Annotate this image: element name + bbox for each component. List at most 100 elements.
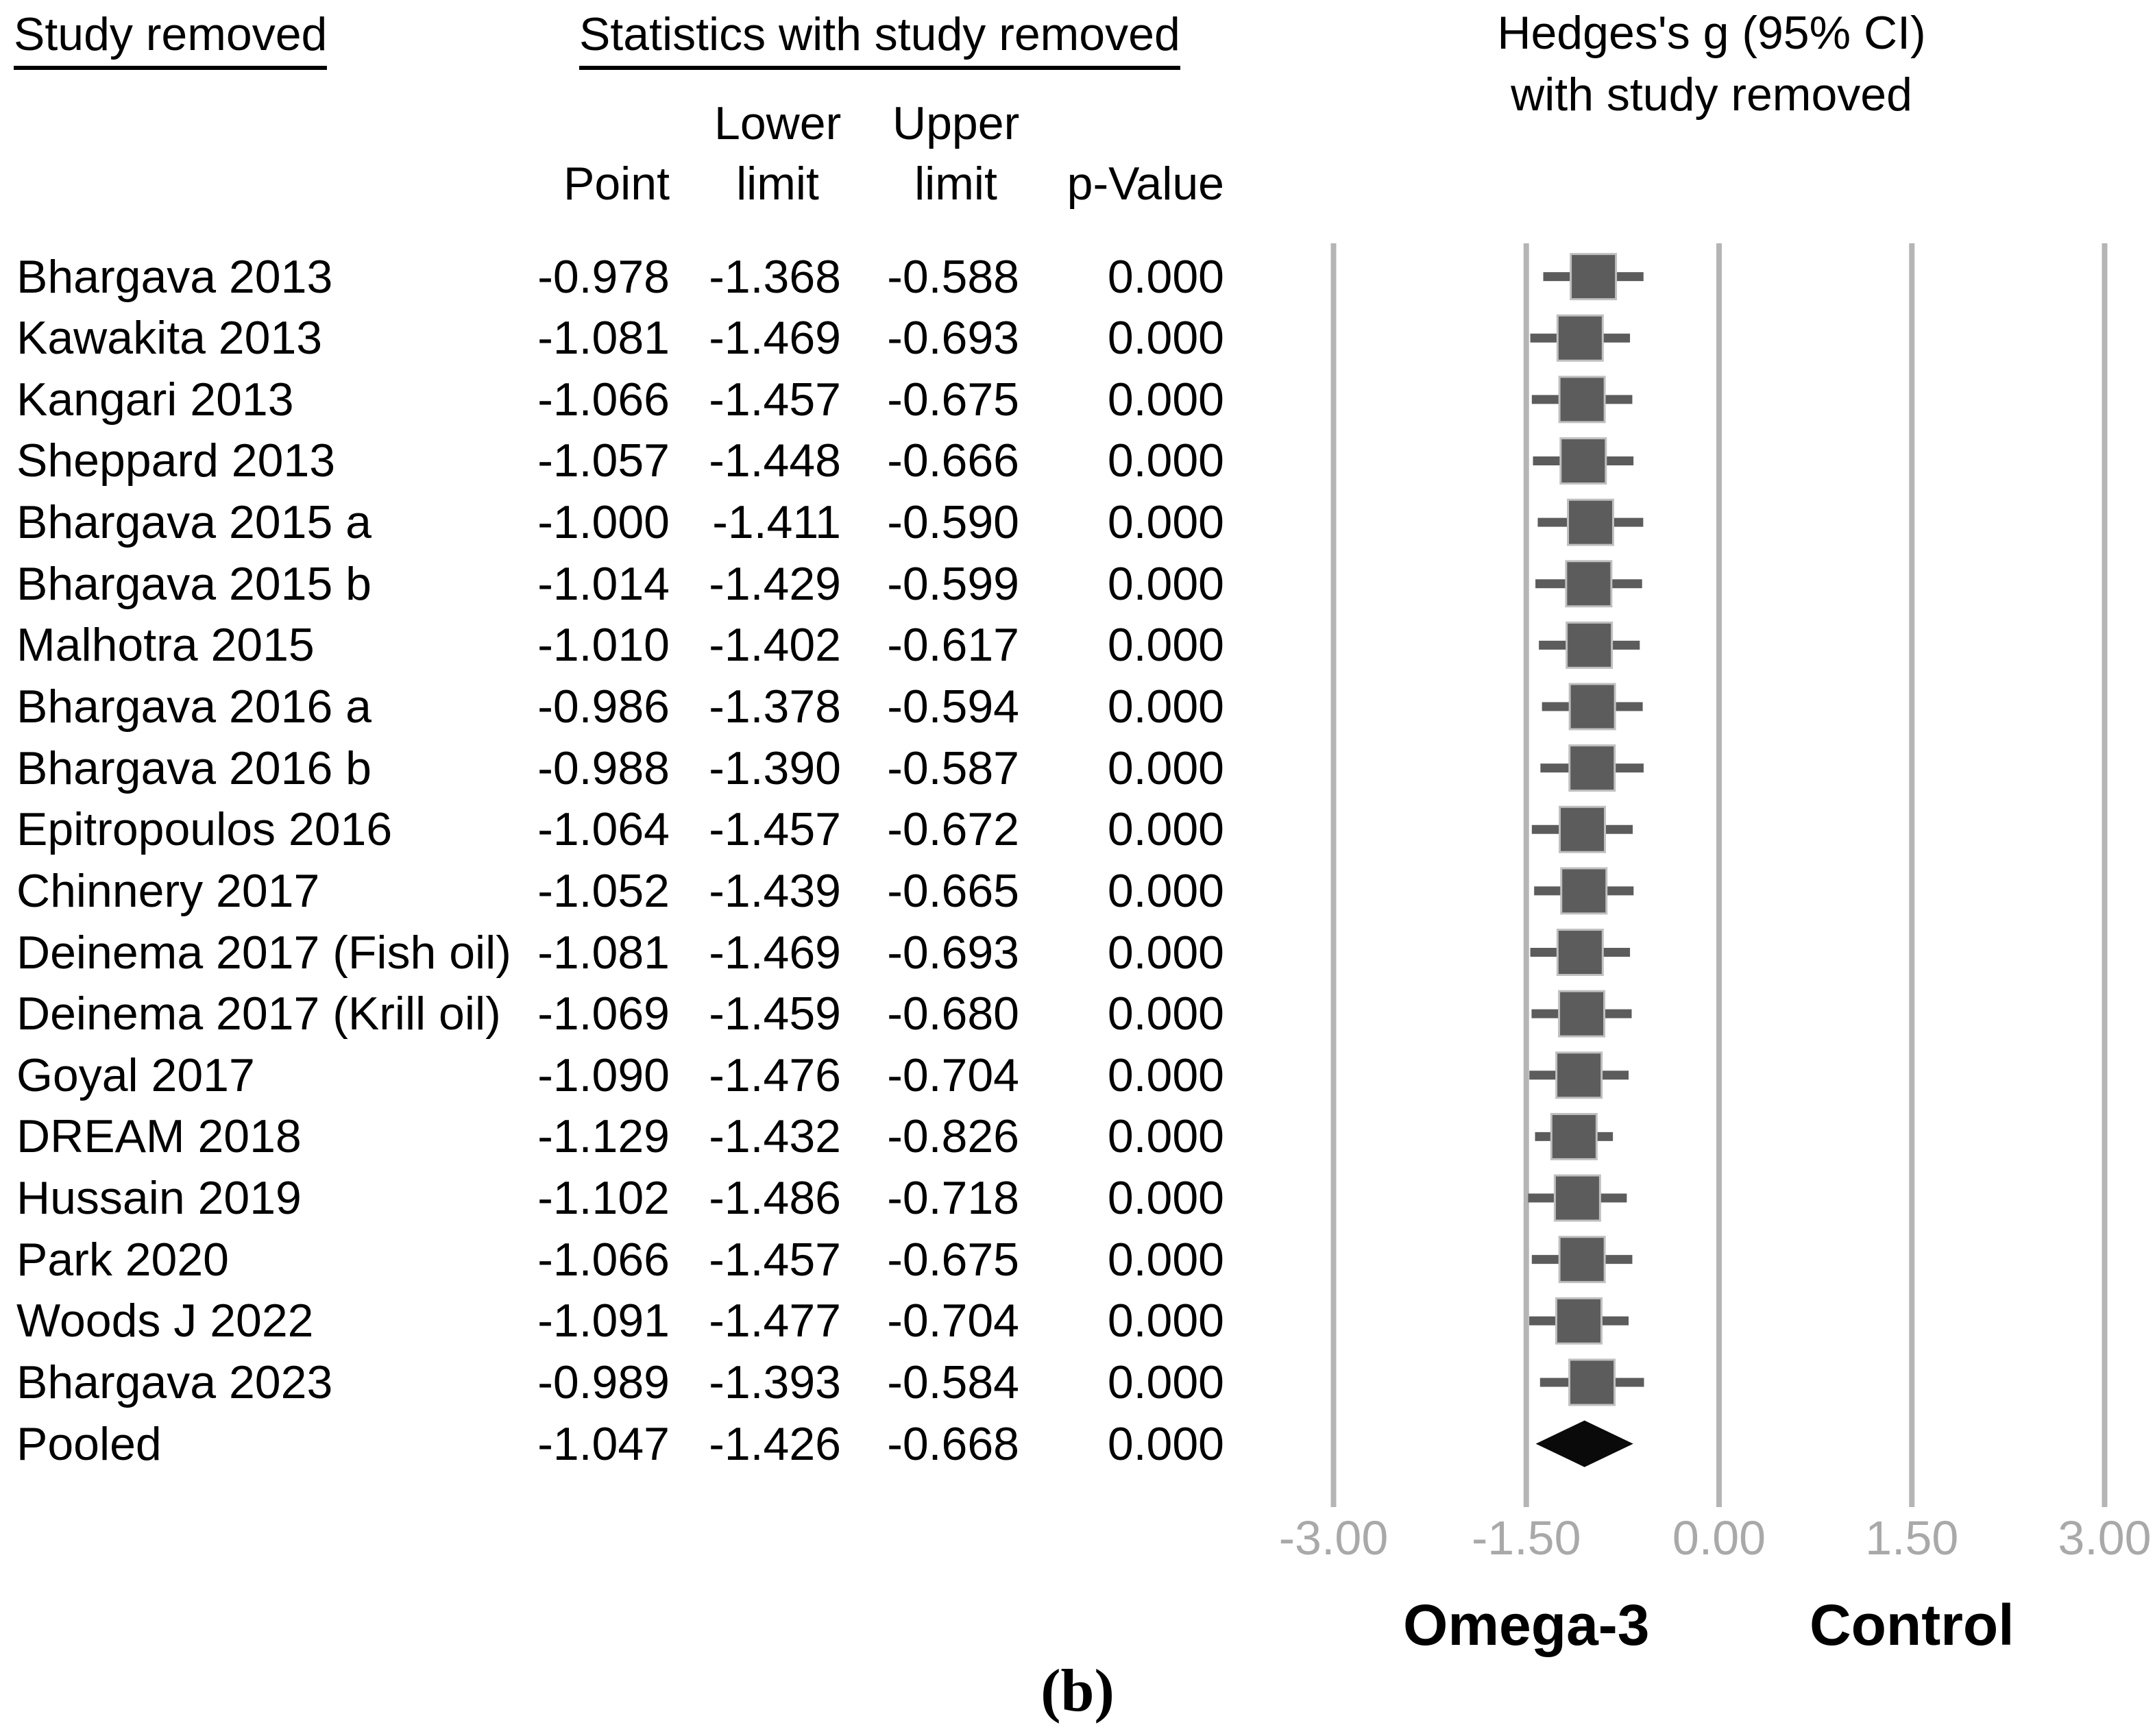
point-marker — [1559, 437, 1607, 485]
point-value: -1.014 — [537, 557, 670, 610]
plot-title-line1: Hedges's g (95% CI) — [1497, 7, 1926, 59]
column-header-pvalue: p-Value — [1067, 158, 1224, 210]
table-row: Woods J 2022 -1.091 -1.477 -0.704 0.000 — [0, 1290, 1268, 1352]
p-value: 0.000 — [1107, 1110, 1224, 1163]
study-label: Park 2020 — [16, 1233, 229, 1286]
upper-limit-value: -0.587 — [887, 742, 1019, 794]
p-value: 0.000 — [1107, 681, 1224, 733]
study-label: Deinema 2017 (Fish oil) — [16, 926, 511, 979]
study-label: Epitropoulos 2016 — [16, 803, 393, 856]
table-row: DREAM 2018 -1.129 -1.432 -0.826 0.000 — [0, 1105, 1268, 1167]
study-label: Hussain 2019 — [16, 1172, 302, 1225]
study-label: Bhargava 2015 b — [16, 557, 372, 610]
table-row: Deinema 2017 (Fish oil) -1.081 -1.469 -0.69… — [0, 922, 1268, 983]
study-removed-header: Study removed — [14, 7, 328, 70]
table-row: Kangari 2013 -1.066 -1.457 -0.675 0.000 — [0, 369, 1268, 430]
study-label: DREAM 2018 — [16, 1110, 302, 1163]
p-value: 0.000 — [1107, 864, 1224, 917]
point-value: -1.081 — [537, 312, 670, 365]
x-tick-label: 1.50 — [1865, 1511, 1958, 1565]
p-value: 0.000 — [1107, 1233, 1224, 1286]
point-value: -1.010 — [537, 619, 670, 672]
group-label-omega3: Omega-3 — [1403, 1593, 1649, 1657]
point-marker — [1556, 929, 1604, 977]
point-value: -1.066 — [537, 1233, 670, 1286]
point-marker — [1553, 1174, 1601, 1222]
point-value: -1.091 — [537, 1295, 670, 1347]
study-label: Kangari 2013 — [16, 373, 294, 426]
upper-limit-value: -0.668 — [887, 1417, 1019, 1470]
p-value: 0.000 — [1107, 557, 1224, 610]
table-row: Bhargava 2013 -0.978 -1.368 -0.588 0.000 — [0, 246, 1268, 308]
table-row: Park 2020 -1.066 -1.457 -0.675 0.000 — [0, 1229, 1268, 1291]
point-value: -1.066 — [537, 373, 670, 426]
p-value: 0.000 — [1107, 496, 1224, 549]
figure-caption: (b) — [1040, 1658, 1115, 1724]
point-value: -1.069 — [537, 988, 670, 1040]
lower-limit-value: -1.426 — [709, 1417, 841, 1470]
lower-limit-value: -1.393 — [709, 1356, 841, 1408]
p-value: 0.000 — [1107, 373, 1224, 426]
upper-limit-value: -0.665 — [887, 864, 1019, 917]
p-value: 0.000 — [1107, 312, 1224, 365]
study-label: Chinnery 2017 — [16, 864, 320, 917]
table-row: Deinema 2017 (Krill oil) -1.069 -1.459 -0.6… — [0, 983, 1268, 1044]
point-value: -0.988 — [537, 742, 670, 794]
point-marker — [1558, 990, 1606, 1038]
point-value: -0.978 — [537, 250, 670, 303]
statistics-header: Statistics with study removed — [579, 7, 1180, 70]
pooled-diamond — [1535, 1420, 1633, 1467]
p-value: 0.000 — [1107, 1295, 1224, 1347]
upper-limit-value: -0.588 — [887, 250, 1019, 303]
study-label: Pooled — [16, 1417, 162, 1470]
point-value: -1.057 — [537, 435, 670, 487]
point-marker — [1567, 498, 1614, 546]
point-value: -1.090 — [537, 1049, 670, 1101]
study-label: Bhargava 2013 — [16, 250, 333, 303]
point-value: -1.052 — [537, 864, 670, 917]
upper-limit-value: -0.693 — [887, 926, 1019, 979]
point-marker — [1558, 376, 1606, 424]
table-row: Kawakita 2013 -1.081 -1.469 -0.693 0.000 — [0, 307, 1268, 369]
point-marker — [1565, 560, 1613, 608]
point-value: -1.064 — [537, 803, 670, 856]
x-tick-label: -1.50 — [1472, 1511, 1581, 1565]
table-row: Chinnery 2017 -1.052 -1.439 -0.665 0.000 — [0, 860, 1268, 922]
upper-limit-value: -0.675 — [887, 373, 1019, 426]
lower-limit-value: -1.457 — [709, 373, 841, 426]
lower-limit-value: -1.486 — [709, 1172, 841, 1225]
lower-limit-value: -1.469 — [709, 312, 841, 365]
point-marker — [1550, 1112, 1598, 1160]
upper-limit-value: -0.826 — [887, 1110, 1019, 1163]
upper-limit-value: -0.599 — [887, 557, 1019, 610]
plot-title-line2: with study removed — [1511, 69, 1912, 121]
lower-limit-value: -1.368 — [709, 250, 841, 303]
table-row: Bhargava 2016 a -0.986 -1.378 -0.594 0.000 — [0, 676, 1268, 737]
upper-limit-value: -0.675 — [887, 1233, 1019, 1286]
study-label: Sheppard 2013 — [16, 435, 336, 487]
p-value: 0.000 — [1107, 1172, 1224, 1225]
column-header-upper-line2: limit — [914, 158, 997, 210]
table-row: Epitropoulos 2016 -1.064 -1.457 -0.672 0.000 — [0, 798, 1268, 860]
upper-limit-value: -0.704 — [887, 1049, 1019, 1101]
p-value: 0.000 — [1107, 1417, 1224, 1470]
point-marker — [1568, 744, 1616, 792]
column-header-upper-line1: Upper — [892, 97, 1020, 149]
study-label: Bhargava 2015 a — [16, 496, 372, 549]
column-header-lower-line1: Lower — [714, 97, 842, 149]
point-value: -1.047 — [537, 1417, 670, 1470]
p-value: 0.000 — [1107, 803, 1224, 856]
table-row: Sheppard 2013 -1.057 -1.448 -0.666 0.000 — [0, 430, 1268, 491]
table-row: Bhargava 2015 b -1.014 -1.429 -0.599 0.000 — [0, 553, 1268, 615]
point-marker — [1568, 1358, 1616, 1406]
point-marker — [1558, 1236, 1606, 1284]
lower-limit-value: -1.459 — [709, 988, 841, 1040]
lower-limit-value: -1.476 — [709, 1049, 841, 1101]
upper-limit-value: -0.704 — [887, 1295, 1019, 1347]
table-row-pooled: Pooled -1.047 -1.426 -0.668 0.000 — [0, 1413, 1268, 1475]
lower-limit-value: -1.411 — [712, 496, 841, 549]
point-marker — [1555, 1051, 1603, 1099]
lower-limit-value: -1.448 — [709, 435, 841, 487]
x-tick-label: 3.00 — [2058, 1511, 2151, 1565]
point-marker — [1570, 253, 1618, 301]
